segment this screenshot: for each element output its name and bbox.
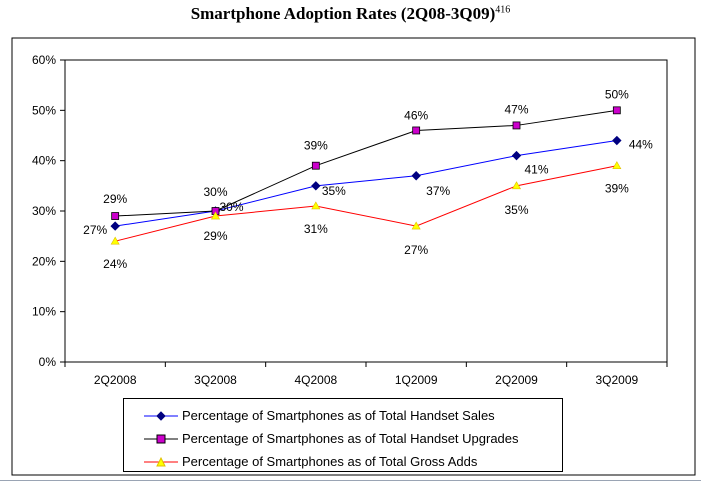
legend-item-gross-adds: Percentage of Smartphones as of Total Gr… <box>124 450 562 473</box>
y-tick-label: 30% <box>32 204 56 218</box>
page-bottom-rule <box>0 480 701 481</box>
data-label-handset-upgrades: 50% <box>605 87 629 101</box>
data-label-handset-upgrades: 46% <box>404 108 428 122</box>
legend-swatch-gross-adds <box>144 456 178 466</box>
y-tick-label: 40% <box>32 154 56 168</box>
data-point-handset-sales <box>110 221 120 231</box>
data-label-handset-sales: 27% <box>83 223 107 237</box>
data-label-handset-upgrades: 47% <box>504 102 528 116</box>
data-label-handset-sales: 37% <box>426 184 450 198</box>
data-point-gross-adds <box>511 181 522 190</box>
data-label-handset-sales: 44% <box>629 138 653 152</box>
data-point-handset-sales <box>612 135 622 146</box>
data-point-handset-sales <box>511 150 522 161</box>
legend-swatch-handset-upgrades <box>144 434 178 443</box>
data-label-handset-sales: 30% <box>219 200 243 214</box>
plot-area <box>64 59 668 363</box>
x-tick-label: 2Q2009 <box>495 373 538 387</box>
legend-label-gross-adds: Percentage of Smartphones as of Total Gr… <box>182 454 478 469</box>
x-tick-label: 3Q2008 <box>194 373 237 387</box>
legend: Percentage of Smartphones as of Total Ha… <box>123 398 563 472</box>
data-point-gross-adds <box>210 211 221 220</box>
data-label-gross-adds: 39% <box>605 182 629 196</box>
data-point-handset-upgrades <box>612 106 621 115</box>
data-label-handset-sales: 41% <box>524 163 548 177</box>
data-point-gross-adds <box>411 221 421 230</box>
y-tick-label: 0% <box>39 355 57 369</box>
data-label-gross-adds: 27% <box>404 243 428 257</box>
y-tick-label: 20% <box>32 254 56 268</box>
x-tick-label: 4Q2008 <box>294 373 337 387</box>
series-line-handset-sales <box>115 140 617 227</box>
data-point-gross-adds <box>612 161 622 169</box>
series-line-gross-adds <box>115 165 617 242</box>
data-point-handset-sales <box>411 171 421 181</box>
data-point-gross-adds <box>311 201 321 210</box>
legend-item-handset-sales: Percentage of Smartphones as of Total Ha… <box>124 404 562 427</box>
chart-area-border <box>11 37 696 476</box>
legend-label-handset-sales: Percentage of Smartphones as of Total Ha… <box>182 408 495 423</box>
legend-item-handset-upgrades: Percentage of Smartphones as of Total Ha… <box>124 427 562 450</box>
data-label-gross-adds: 24% <box>103 257 127 271</box>
data-point-handset-upgrades <box>512 121 521 130</box>
y-tick-label: 60% <box>32 53 56 67</box>
x-tick-label: 1Q2009 <box>395 373 438 387</box>
data-label-gross-adds: 35% <box>504 203 528 217</box>
x-tick-label: 2Q2008 <box>94 373 137 387</box>
y-tick-label: 10% <box>32 305 56 319</box>
y-tick-label: 50% <box>32 103 56 117</box>
data-label-handset-upgrades: 30% <box>203 185 227 199</box>
legend-swatch-handset-sales <box>144 410 178 421</box>
data-point-handset-sales <box>311 181 321 191</box>
data-point-handset-upgrades <box>111 212 120 220</box>
legend-label-handset-upgrades: Percentage of Smartphones as of Total Ha… <box>182 431 519 446</box>
data-point-gross-adds <box>110 236 120 245</box>
data-label-gross-adds: 29% <box>203 229 227 243</box>
series-line-handset-upgrades <box>115 109 617 217</box>
data-point-handset-upgrades <box>412 126 421 135</box>
x-tick-label: 3Q2009 <box>595 373 638 387</box>
data-label-handset-upgrades: 29% <box>103 192 127 206</box>
data-point-handset-upgrades <box>311 161 320 170</box>
data-label-handset-upgrades: 39% <box>304 139 328 153</box>
chart-title: Smartphone Adoption Rates (2Q08-3Q09)416 <box>190 4 511 23</box>
data-label-gross-adds: 31% <box>304 222 328 236</box>
title-footnote: 416 <box>495 4 511 16</box>
data-label-handset-sales: 35% <box>322 184 346 198</box>
